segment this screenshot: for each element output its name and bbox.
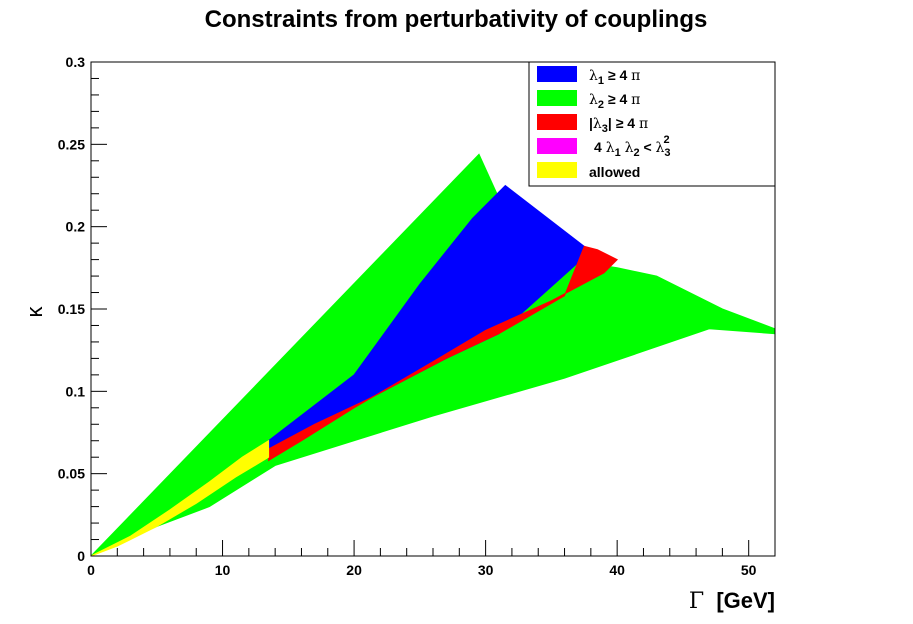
legend-swatch-lambda2 (537, 90, 577, 106)
legend-text-lambda1: λ1 ≥ 4 π (589, 67, 640, 87)
x-axis-label: Γ [GeV] (689, 588, 775, 614)
x-tick-label: 10 (215, 562, 231, 578)
x-tick-label: 20 (346, 562, 362, 578)
y-tick-label: 0.15 (58, 301, 85, 317)
chart-title: Constraints from perturbativity of coupl… (205, 6, 708, 33)
y-tick-label: 0.1 (66, 383, 86, 399)
x-axis-label-symbol: Γ (689, 589, 704, 614)
y-tick-label: 0.25 (58, 136, 85, 152)
legend: λ1 ≥ 4 π λ2 ≥ 4 π |λ3| ≥ 4 π 4 λ1 λ2 < λ… (528, 61, 776, 187)
legend-text-lambda3: |λ3| ≥ 4 π (589, 115, 648, 135)
legend-text-determinant: 4 λ1 λ2 < λ32 (594, 134, 671, 159)
region-3 (90, 439, 270, 557)
y-tick-label: 0 (77, 548, 85, 564)
legend-text-allowed: allowed (589, 164, 640, 180)
x-tick-label: 30 (478, 562, 494, 578)
y-axis-label: κ (22, 306, 47, 318)
legend-swatch-lambda3 (537, 114, 577, 130)
axes: 0 10 20 30 40 50 0 0.05 0.1 0.15 0.2 0.25 0.3 (58, 54, 776, 578)
legend-swatch-lambda1 (537, 66, 577, 82)
y-tick-label: 0.05 (58, 466, 85, 482)
x-tick-label: 50 (741, 562, 757, 578)
legend-swatch-determinant (537, 138, 577, 154)
x-axis-label-units: [GeV] (716, 588, 775, 613)
region-2 (268, 245, 619, 462)
data-regions (90, 153, 776, 557)
y-tick-label: 0.2 (66, 219, 86, 235)
legend-swatch-allowed (537, 162, 577, 178)
x-tick-label: 40 (609, 562, 625, 578)
y-tick-label: 0.3 (66, 54, 86, 70)
x-tick-label: 0 (87, 562, 95, 578)
legend-text-lambda2: λ2 ≥ 4 π (589, 91, 640, 111)
